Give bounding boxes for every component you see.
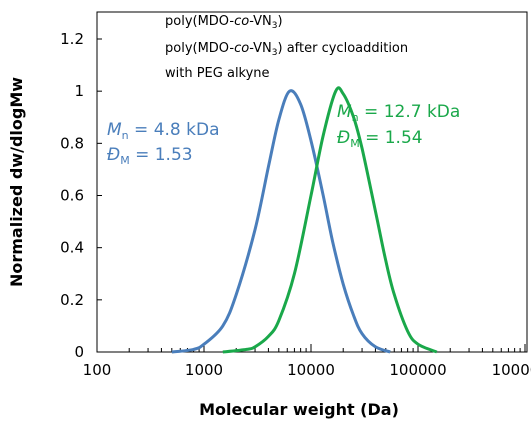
series-line-1 [171, 89, 391, 354]
annotation-mn-1: Mn = 4.8 kDa [107, 120, 220, 142]
x-tick-labels: 100 1000 10000 100000 1000000 [83, 361, 531, 379]
x-tick-label: 100000 [389, 361, 446, 379]
annotation-series-2: Mn = 12.7 kDa ĐM = 1.54 [337, 102, 460, 150]
x-major-ticks [96, 344, 526, 352]
y-tick-label: 1 [74, 82, 84, 100]
y-tick-label: 1.2 [60, 30, 84, 48]
y-axis-title: Normalized dw/dlogMw [7, 77, 26, 287]
legend: poly(MDO-co-VN3) poly(MDO-co-VN3) after … [165, 14, 408, 81]
annotation-dispersity-2: ĐM = 1.54 [337, 128, 423, 150]
y-tick-label: 0.6 [60, 187, 84, 205]
legend-entry-1: poly(MDO-co-VN3) [165, 14, 283, 31]
y-tick-label: 0 [74, 343, 84, 361]
y-axis-ticks [97, 38, 102, 353]
legend-entry-3: with PEG alkyne [165, 66, 270, 81]
x-tick-label: 1000 [185, 361, 223, 379]
series-lines [171, 86, 438, 354]
x-tick-label: 100 [83, 361, 112, 379]
plot-area-frame [96, 11, 528, 353]
y-tick-label: 0.4 [60, 239, 84, 257]
x-tick-label: 10000 [287, 361, 335, 379]
y-tick-label: 0.2 [60, 291, 84, 309]
y-tick-label: 0.8 [60, 134, 84, 152]
annotation-series-1: Mn = 4.8 kDa ĐM = 1.53 [107, 120, 220, 167]
series-line-2 [222, 86, 438, 354]
annotation-dispersity-1: ĐM = 1.53 [107, 145, 193, 167]
x-axis-title: Molecular weight (Da) [199, 400, 399, 419]
legend-entry-2: poly(MDO-co-VN3) after cycloaddition [165, 41, 408, 58]
x-tick-label: 1000000 [492, 361, 531, 379]
annotation-mn-2: Mn = 12.7 kDa [337, 102, 460, 124]
y-tick-labels: 0 0.2 0.4 0.6 0.8 1 1.2 [60, 30, 84, 361]
